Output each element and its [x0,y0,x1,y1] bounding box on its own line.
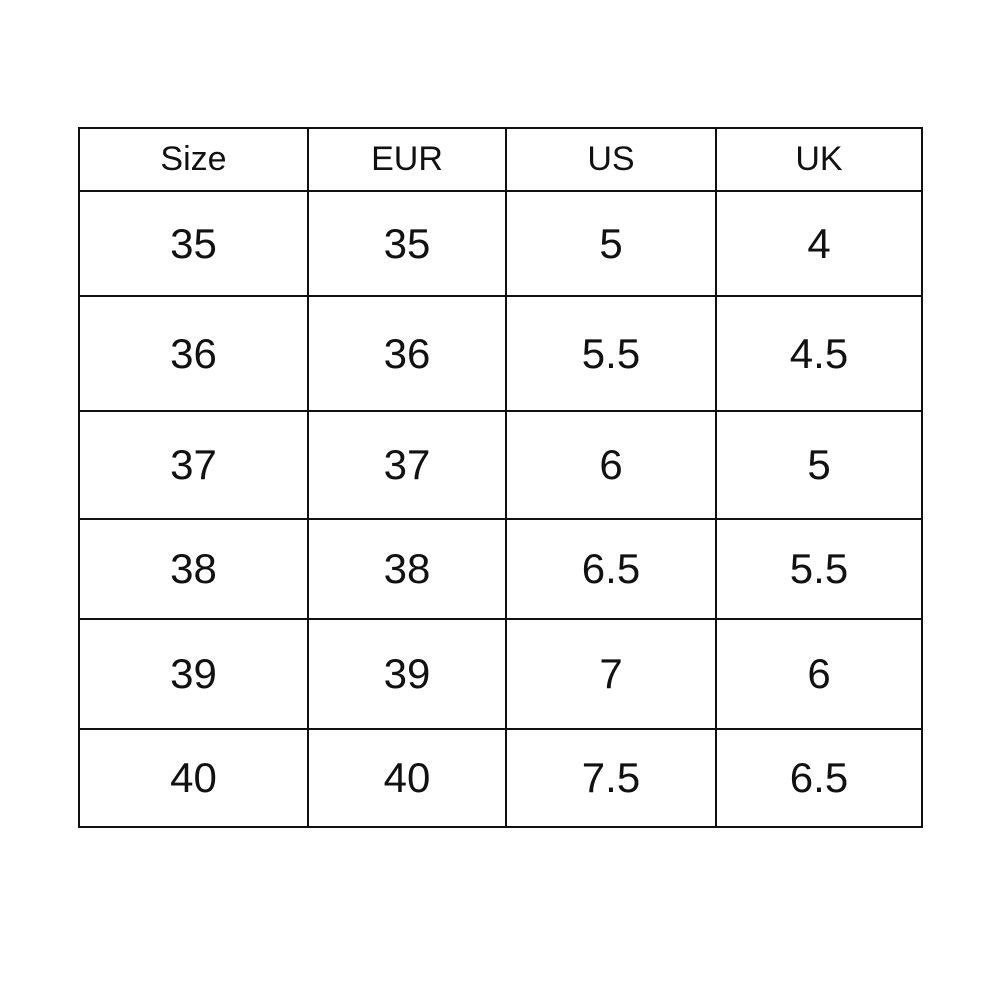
cell-eur: 39 [307,618,507,730]
cell-us: 5.5 [505,295,717,412]
header-size: Size [78,127,309,192]
cell-uk: 4 [715,190,923,297]
table-row: 36 36 5.5 4.5 [78,295,923,412]
cell-us: 5 [505,190,717,297]
cell-eur: 35 [307,190,507,297]
cell-eur: 36 [307,295,507,412]
cell-size: 40 [78,728,309,828]
table-row: 39 39 7 6 [78,618,923,730]
table-row: 37 37 6 5 [78,410,923,520]
cell-uk: 6 [715,618,923,730]
cell-us: 7.5 [505,728,717,828]
cell-size: 37 [78,410,309,520]
cell-us: 6 [505,410,717,520]
cell-size: 35 [78,190,309,297]
cell-eur: 37 [307,410,507,520]
cell-uk: 5.5 [715,518,923,620]
table-row: 40 40 7.5 6.5 [78,728,923,828]
cell-eur: 38 [307,518,507,620]
header-uk: UK [715,127,923,192]
table-row: 35 35 5 4 [78,190,923,297]
header-eur: EUR [307,127,507,192]
table-row: 38 38 6.5 5.5 [78,518,923,620]
cell-uk: 4.5 [715,295,923,412]
header-us: US [505,127,717,192]
cell-size: 39 [78,618,309,730]
header-row: Size EUR US UK [78,127,923,192]
cell-uk: 6.5 [715,728,923,828]
cell-eur: 40 [307,728,507,828]
cell-us: 7 [505,618,717,730]
cell-uk: 5 [715,410,923,520]
cell-size: 36 [78,295,309,412]
size-chart-table: Size EUR US UK 35 35 5 4 36 36 5.5 4.5 37 37 6 5 38 3… [78,127,923,828]
cell-us: 6.5 [505,518,717,620]
cell-size: 38 [78,518,309,620]
